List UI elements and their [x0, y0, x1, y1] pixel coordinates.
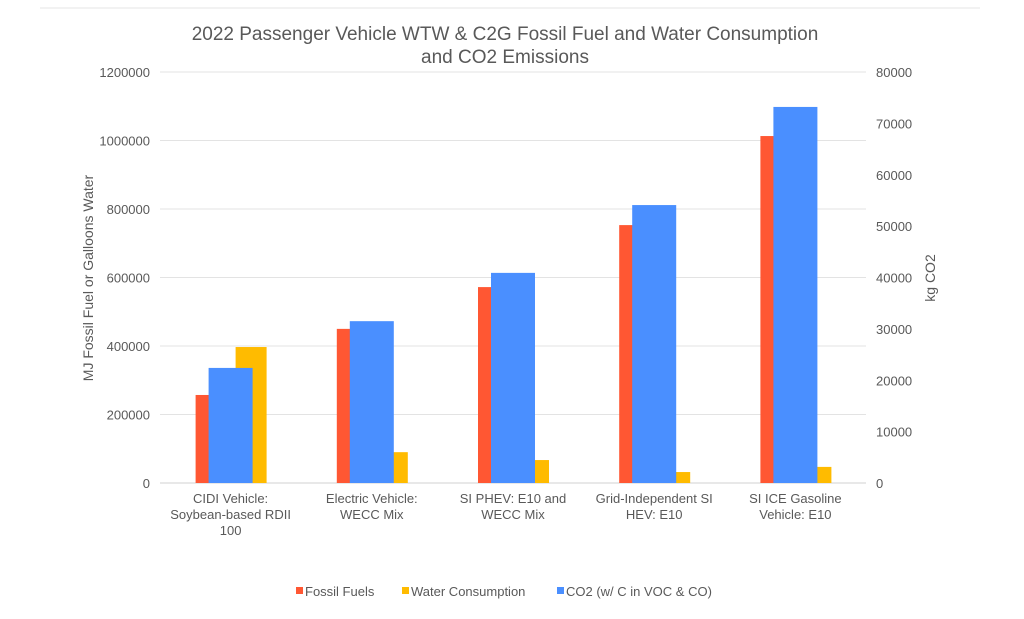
legend-label: Fossil Fuels	[305, 584, 375, 599]
y-tick-label: 0	[143, 476, 150, 491]
y-tick-label: 800000	[107, 202, 150, 217]
legend-swatch	[557, 587, 564, 594]
bar-co2	[773, 106, 818, 483]
x-tick-label: SI ICE Gasoline	[749, 491, 842, 506]
y-axis-label: MJ Fossil Fuel or Galloons Water	[80, 174, 96, 381]
legend-swatch	[296, 587, 303, 594]
bar-co2	[208, 367, 253, 483]
y2-axis-label: kg CO2	[922, 254, 938, 302]
y-tick-label: 400000	[107, 339, 150, 354]
y2-tick-label: 40000	[876, 271, 912, 286]
y2-tick-label: 10000	[876, 425, 912, 440]
y2-tick-label: 60000	[876, 168, 912, 183]
bar-co2	[349, 321, 394, 483]
y2-tick-label: 20000	[876, 373, 912, 388]
chart-title-line-1: 2022 Passenger Vehicle WTW & C2G Fossil …	[192, 24, 819, 45]
y-tick-label: 1000000	[99, 134, 150, 149]
x-tick-label: HEV: E10	[626, 507, 683, 522]
legend-label: CO2 (w/ C in VOC & CO)	[566, 584, 712, 599]
legend-swatch	[402, 587, 409, 594]
y2-tick-label: 30000	[876, 322, 912, 337]
bar-co2	[491, 272, 535, 483]
y2-tick-label: 50000	[876, 219, 912, 234]
x-tick-label: SI PHEV: E10 and	[460, 491, 566, 506]
y2-tick-label: 70000	[876, 116, 912, 131]
y2-tick-label: 80000	[876, 65, 912, 80]
x-tick-label: Electric Vehicle:	[326, 491, 418, 506]
y-tick-label: 200000	[107, 408, 150, 423]
legend-label: Water Consumption	[411, 584, 525, 599]
x-tick-label: 100	[220, 523, 242, 538]
x-tick-label: WECC Mix	[481, 507, 545, 522]
y-tick-label: 600000	[107, 271, 150, 286]
y2-tick-label: 0	[876, 476, 883, 491]
x-tick-label: CIDI Vehicle:	[193, 491, 268, 506]
x-tick-label: Vehicle: E10	[759, 507, 831, 522]
x-tick-label: Grid-Independent SI	[596, 491, 713, 506]
chart-title-line-2: and CO2 Emissions	[421, 47, 589, 68]
y-tick-label: 1200000	[99, 65, 150, 80]
x-tick-label: Soybean-based RDII	[170, 507, 291, 522]
x-tick-label: WECC Mix	[340, 507, 404, 522]
bar-co2	[632, 205, 677, 483]
